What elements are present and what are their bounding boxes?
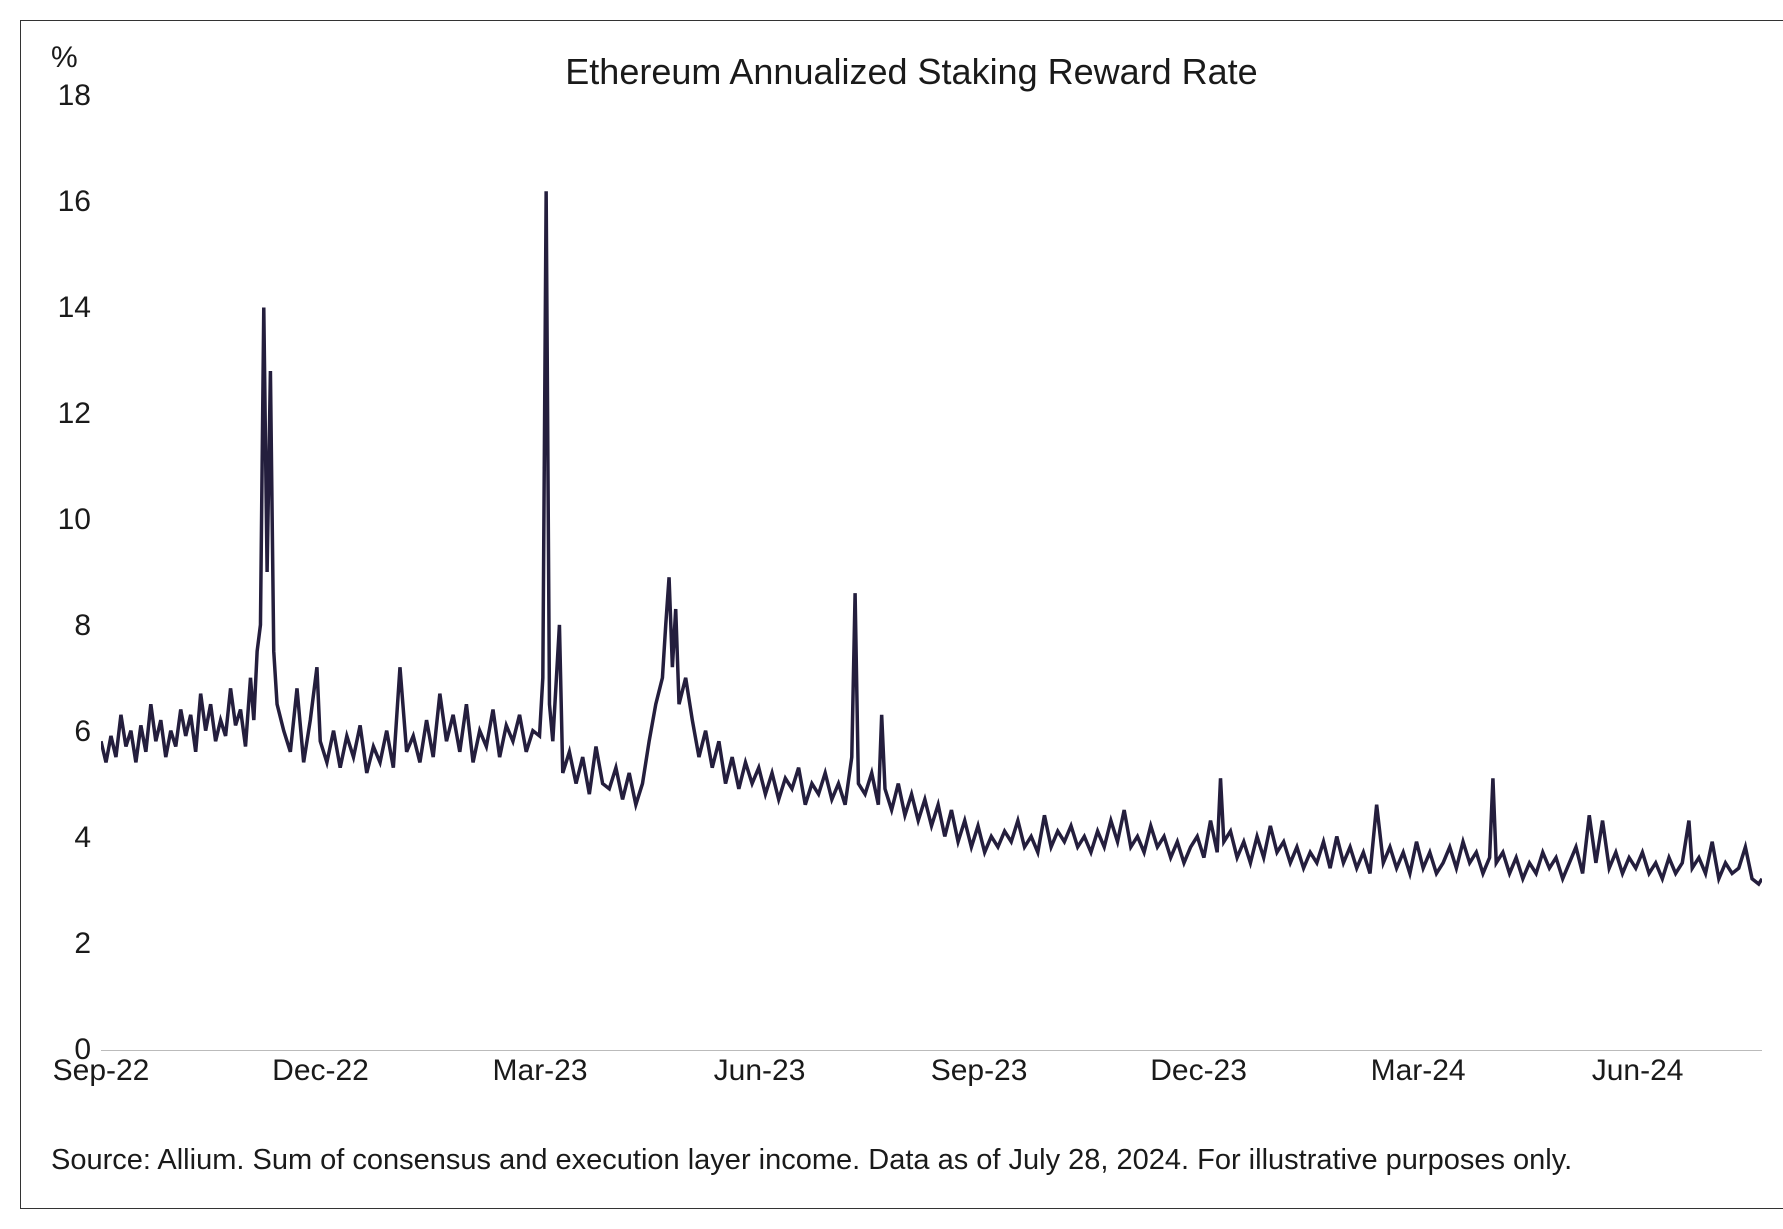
plot-area — [101, 96, 1762, 1048]
x-tick-label: Jun-24 — [1592, 1054, 1684, 1088]
x-tick-label: Dec-22 — [272, 1054, 369, 1088]
x-tick-label: Mar-23 — [493, 1054, 588, 1088]
y-tick-label: 10 — [31, 503, 91, 537]
chart-footnote: Source: Allium. Sum of consensus and exe… — [51, 1141, 1762, 1180]
y-tick-label: 14 — [31, 291, 91, 325]
y-tick-label: 2 — [31, 927, 91, 961]
y-tick-label: 12 — [31, 397, 91, 431]
chart-container: % Ethereum Annualized Staking Reward Rat… — [20, 20, 1783, 1209]
line-chart-svg — [101, 96, 1762, 1048]
x-tick-label: Jun-23 — [714, 1054, 806, 1088]
x-tick-label: Sep-22 — [53, 1054, 150, 1088]
y-tick-label: 18 — [31, 79, 91, 113]
x-tick-label: Dec-23 — [1150, 1054, 1247, 1088]
x-tick-label: Mar-24 — [1371, 1054, 1466, 1088]
y-tick-label: 4 — [31, 821, 91, 855]
x-axis-line — [101, 1050, 1762, 1051]
y-tick-label: 6 — [31, 715, 91, 749]
y-tick-label: 16 — [31, 185, 91, 219]
y-tick-label: 8 — [31, 609, 91, 643]
x-tick-label: Sep-23 — [931, 1054, 1028, 1088]
chart-title: Ethereum Annualized Staking Reward Rate — [21, 51, 1783, 93]
